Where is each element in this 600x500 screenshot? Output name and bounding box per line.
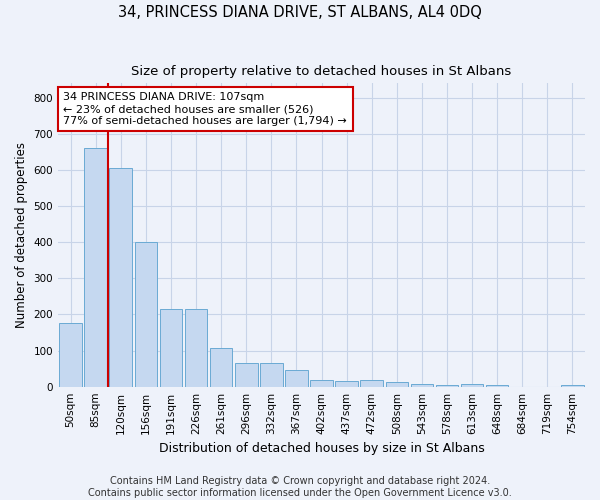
Text: 34 PRINCESS DIANA DRIVE: 107sqm
← 23% of detached houses are smaller (526)
77% o: 34 PRINCESS DIANA DRIVE: 107sqm ← 23% of… (64, 92, 347, 126)
Y-axis label: Number of detached properties: Number of detached properties (15, 142, 28, 328)
Bar (361, 380, 383, 386)
Bar (486, 385, 508, 386)
X-axis label: Distribution of detached houses by size in St Albans: Distribution of detached houses by size … (158, 442, 484, 455)
Bar (386, 382, 408, 386)
Bar (160, 309, 182, 386)
Text: 34, PRINCESS DIANA DRIVE, ST ALBANS, AL4 0DQ: 34, PRINCESS DIANA DRIVE, ST ALBANS, AL4… (118, 5, 482, 20)
Bar (134, 242, 157, 386)
Bar (85, 148, 107, 386)
Text: Contains HM Land Registry data © Crown copyright and database right 2024.
Contai: Contains HM Land Registry data © Crown c… (88, 476, 512, 498)
Bar (561, 385, 584, 386)
Title: Size of property relative to detached houses in St Albans: Size of property relative to detached ho… (131, 65, 512, 78)
Bar (59, 324, 82, 386)
Bar (436, 385, 458, 386)
Bar (410, 384, 433, 386)
Bar (285, 370, 308, 386)
Bar (185, 309, 208, 386)
Bar (210, 348, 232, 387)
Bar (335, 382, 358, 386)
Bar (310, 380, 333, 386)
Bar (461, 384, 484, 386)
Bar (260, 363, 283, 386)
Bar (109, 168, 132, 386)
Bar (235, 363, 257, 386)
